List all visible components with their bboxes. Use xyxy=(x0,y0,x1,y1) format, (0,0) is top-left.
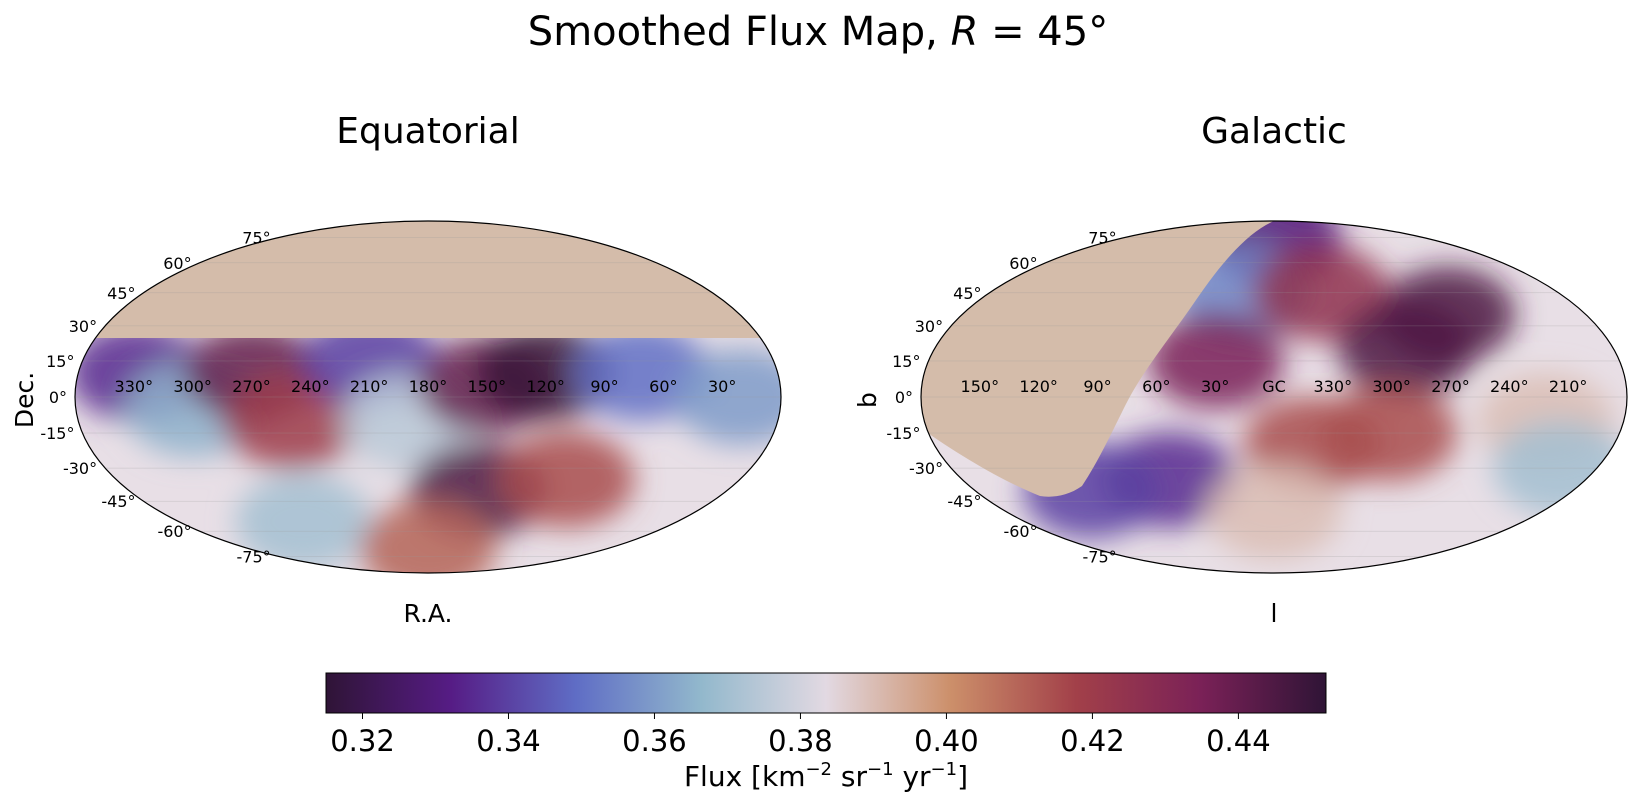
equatorial-lat-tick-label: 15° xyxy=(46,352,74,371)
equatorial-lat-tick-label: -60° xyxy=(157,522,191,541)
equatorial-lat-tick-label: 0° xyxy=(49,388,67,407)
galactic-flux-blob-5 xyxy=(1379,266,1516,363)
galactic-lon-tick-label: 60° xyxy=(1142,377,1170,396)
equatorial-lon-tick-label: 300° xyxy=(173,377,212,396)
equatorial-lon-tick-label: 30° xyxy=(708,377,736,396)
galactic-lat-tick-label: -45° xyxy=(947,492,981,511)
equatorial-lat-tick-label: -75° xyxy=(236,547,270,566)
equatorial-ylabel: Dec. xyxy=(10,372,39,428)
equatorial-lon-tick-label: 270° xyxy=(232,377,271,396)
equatorial-lat-tick-label: 75° xyxy=(242,229,270,248)
equatorial-lon-tick-label: 150° xyxy=(468,377,507,396)
galactic-lon-tick-label: 90° xyxy=(1083,377,1111,396)
galactic-lon-tick-label: 240° xyxy=(1490,377,1529,396)
galactic-lon-tick-label: 210° xyxy=(1549,377,1588,396)
galactic-lat-tick-label: 30° xyxy=(915,317,943,336)
equatorial-lat-tick-label: -15° xyxy=(40,424,74,443)
galactic-lat-tick-label: 60° xyxy=(1009,254,1037,273)
equatorial-flux-blob-12 xyxy=(235,473,372,570)
equatorial-lat-tick-label: 45° xyxy=(107,284,135,303)
galactic-lon-tick-label: 120° xyxy=(1019,377,1058,396)
equatorial-panel: Equatorial 330° 300° 270° 240° 210° 180° 150° 1… xyxy=(10,111,782,628)
colorbar-tick-label: 0.32 xyxy=(330,724,395,758)
colorbar-tick-label: 0.44 xyxy=(1206,724,1271,758)
equatorial-flux-blob-8 xyxy=(476,324,613,421)
equatorial-lat-tick-label: -45° xyxy=(101,492,135,511)
colorbar-tick-label: 0.38 xyxy=(768,724,833,758)
equatorial-lat-tick-label: -30° xyxy=(63,459,97,478)
equatorial-lon-tick-label: 240° xyxy=(291,377,330,396)
equatorial-flux-blob-9 xyxy=(498,431,635,528)
equatorial-lon-tick-label: 210° xyxy=(350,377,389,396)
equatorial-flux-blob-11 xyxy=(673,349,781,445)
equatorial-lat-tick-label: 30° xyxy=(69,317,97,336)
equatorial-lon-tick-label: 180° xyxy=(409,377,448,396)
galactic-lat-tick-label: -15° xyxy=(886,424,920,443)
galactic-lat-tick-label: 45° xyxy=(953,284,981,303)
galactic-flux-blob-11 xyxy=(1206,463,1342,560)
galactic-lat-tick-label: 15° xyxy=(892,352,920,371)
colorbar-tick-label: 0.42 xyxy=(1060,724,1125,758)
colorbar-tick-label: 0.40 xyxy=(914,724,979,758)
equatorial-lat-tick-label: 60° xyxy=(163,254,191,273)
equatorial-lon-tick-label: 60° xyxy=(649,377,677,396)
equatorial-lon-tick-label: 120° xyxy=(526,377,565,396)
galactic-lon-tick-label: GC xyxy=(1262,377,1286,396)
galactic-map xyxy=(921,221,1627,573)
galactic-flux-blob-7 xyxy=(1321,385,1458,482)
galactic-ylabel: b xyxy=(853,392,882,408)
galactic-outline xyxy=(920,220,1628,574)
galactic-lon-tick-label: 270° xyxy=(1431,377,1470,396)
colorbar-label: Flux [km−2 sr−1 yr−1] xyxy=(684,759,968,793)
galactic-lat-tick-label: -60° xyxy=(1003,522,1037,541)
colorbar-tick-label: 0.36 xyxy=(622,724,687,758)
galactic-flux-blob-2 xyxy=(1148,312,1285,409)
colorbar: 0.32 0.34 0.36 0.38 0.40 0.42 0.44 Flux [km−2 … xyxy=(325,672,1327,793)
galactic-lon-tick-label: 300° xyxy=(1372,377,1411,396)
equatorial-outline xyxy=(74,220,782,574)
equatorial-lon-tick-label: 330° xyxy=(115,377,154,396)
figure-title: Smoothed Flux Map, R = 45° xyxy=(528,9,1108,55)
equatorial-flux-blob-13 xyxy=(360,500,496,573)
colorbar-gradient xyxy=(325,672,1327,714)
galactic-lat-tick-label: 75° xyxy=(1088,229,1116,248)
galactic-flux-blob-3 xyxy=(1253,244,1390,341)
colorbar-tick-label: 0.34 xyxy=(476,724,541,758)
galactic-xlabel: l xyxy=(1271,599,1278,628)
galactic-lon-tick-label: 30° xyxy=(1201,377,1229,396)
galactic-panel: Galactic 150° 120° 90° 60° 30° GC 330° 300° 270°… xyxy=(853,111,1628,628)
equatorial-xlabel: R.A. xyxy=(403,599,452,628)
galactic-title: Galactic xyxy=(1201,111,1347,152)
galactic-lon-tick-label: 330° xyxy=(1314,377,1353,396)
galactic-lon-tick-label: 150° xyxy=(961,377,1000,396)
equatorial-lon-tick-label: 90° xyxy=(590,377,618,396)
equatorial-title: Equatorial xyxy=(336,111,519,152)
galactic-lat-tick-label: -30° xyxy=(909,459,943,478)
galactic-lat-tick-label: 0° xyxy=(895,388,913,407)
galactic-lat-tick-label: -75° xyxy=(1082,547,1116,566)
